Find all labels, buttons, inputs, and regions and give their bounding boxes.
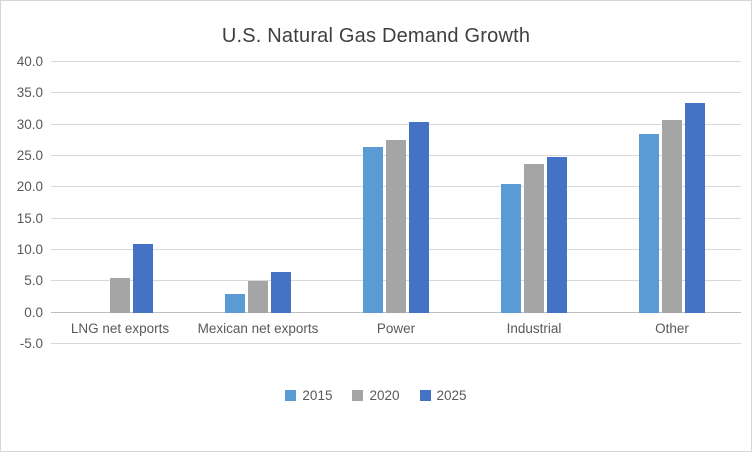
bar-group: LNG net exports <box>51 62 189 344</box>
y-axis-tick-label: 5.0 <box>24 273 43 289</box>
bar-2025 <box>271 271 291 313</box>
legend-item: 2025 <box>419 388 467 403</box>
legend-swatch-icon <box>352 390 364 401</box>
bar-cluster <box>465 157 603 313</box>
y-axis-tick-label: 15.0 <box>16 210 43 226</box>
bar-2020 <box>662 120 682 313</box>
bar-cluster <box>327 121 465 313</box>
legend-item: 2020 <box>352 388 400 403</box>
bar-2015 <box>501 184 521 313</box>
bar-groups: LNG net exports Mexican net exports Power I… <box>51 62 741 344</box>
bar-2020 <box>386 140 406 313</box>
bar-group: Power <box>327 62 465 344</box>
y-axis-tick-label: 10.0 <box>16 242 43 257</box>
bar-2020 <box>524 163 544 313</box>
legend-label: 2025 <box>436 388 467 403</box>
chart-title: U.S. Natural Gas Demand Growth <box>221 25 531 47</box>
bar-2015 <box>639 134 659 313</box>
gridline <box>51 92 741 94</box>
bar-2020 <box>248 281 268 313</box>
y-axis: -5.0 0.0 5.0 10.0 15.0 20.0 25.0 30.0 35.0 40.0 <box>1 54 51 351</box>
bar-2025 <box>133 243 153 313</box>
legend-item: 2015 <box>285 388 332 403</box>
bar-2025 <box>547 157 567 313</box>
category-label: Power <box>376 320 416 336</box>
gridline <box>51 61 741 62</box>
bar-2015 <box>363 146 383 313</box>
legend-swatch-icon <box>285 390 297 401</box>
y-axis-tick-label: 40.0 <box>16 54 43 69</box>
bar-cluster <box>603 102 741 313</box>
legend-label: 2020 <box>369 388 400 403</box>
bar-2025 <box>409 121 429 313</box>
bar-group: Mexican net exports <box>189 62 327 344</box>
bar-cluster <box>51 243 189 313</box>
chart-body: -5.0 0.0 5.0 10.0 15.0 20.0 25.0 30.0 35.0 40.0 L… <box>1 54 751 351</box>
y-axis-tick-label: 35.0 <box>16 85 43 101</box>
bar-2015 <box>225 293 245 313</box>
legend-swatch-icon <box>419 390 431 401</box>
category-label: LNG net exports <box>70 320 170 336</box>
bar-2020 <box>110 278 130 313</box>
y-axis-tick-label: 0.0 <box>24 304 43 320</box>
y-axis-tick-label: -5.0 <box>19 336 43 351</box>
bar-group: Industrial <box>465 62 603 344</box>
gridline <box>51 123 741 125</box>
y-axis-tick-label: 25.0 <box>16 148 43 163</box>
y-axis-tick-label: 30.0 <box>16 116 43 132</box>
category-label: Other <box>655 320 689 336</box>
bar-2025 <box>685 102 705 313</box>
category-label: Mexican net exports <box>197 320 319 336</box>
bar-cluster <box>189 271 327 313</box>
category-label: Industrial <box>506 320 562 336</box>
bar-group: Other <box>603 62 741 344</box>
plot-area: LNG net exports Mexican net exports Power I… <box>51 61 741 344</box>
y-axis-tick-label: 20.0 <box>16 179 43 195</box>
legend: 2015 2020 2025 <box>1 388 751 403</box>
gridline <box>51 343 741 344</box>
legend-label: 2015 <box>302 388 333 403</box>
